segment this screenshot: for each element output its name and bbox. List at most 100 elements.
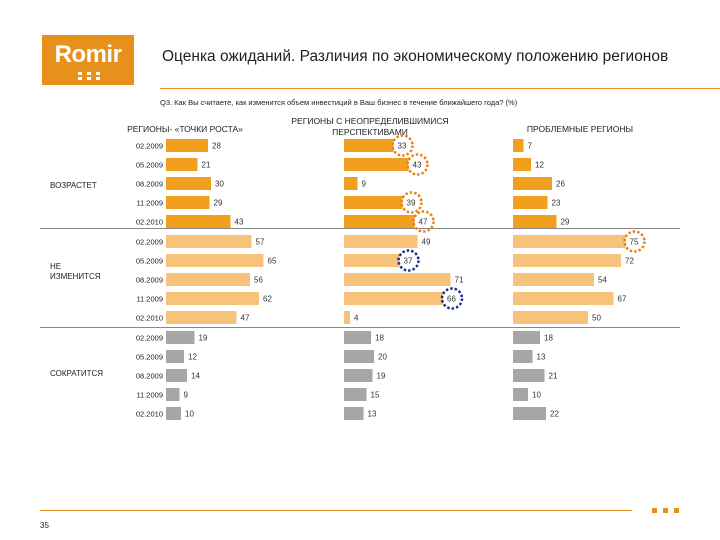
- bar: [513, 196, 548, 209]
- bar: [513, 235, 626, 248]
- data-label: 12: [188, 353, 197, 362]
- data-label: 62: [263, 295, 272, 304]
- bar: [513, 407, 546, 420]
- category-label-increase: ВОЗРАСТЕТ: [50, 181, 97, 190]
- bar: [166, 254, 264, 267]
- highlight-circle: [400, 191, 423, 214]
- data-label: 21: [202, 161, 211, 170]
- title-rule: [160, 88, 720, 89]
- data-label: 37: [404, 257, 413, 266]
- bar: [166, 235, 252, 248]
- date-label: 02.2010: [136, 218, 163, 227]
- group-header-problem: ПРОБЛЕМНЫЕ РЕГИОНЫ: [526, 124, 634, 134]
- data-label: 75: [630, 238, 639, 247]
- romir-logo: Romir: [42, 35, 134, 85]
- bar: [344, 292, 443, 305]
- data-label: 19: [199, 334, 208, 343]
- data-label: 9: [362, 180, 367, 189]
- bar: [166, 273, 250, 286]
- data-label: 18: [544, 334, 553, 343]
- bar: [344, 235, 418, 248]
- date-label: 02.2009: [136, 238, 163, 247]
- date-label: 02.2009: [136, 334, 163, 343]
- bar: [513, 350, 533, 363]
- date-label: 02.2010: [136, 314, 163, 323]
- data-label: 15: [371, 391, 380, 400]
- highlight-circle: [623, 230, 646, 253]
- category-label-decrease: СОКРАТИТСЯ: [50, 369, 104, 378]
- category-label-unchanged: НЕ ИЗМЕНИТСЯ: [50, 262, 101, 281]
- bar: [513, 369, 545, 382]
- date-label: 02.2009: [136, 142, 163, 151]
- group-header-uncertain: РЕГИОНЫ С НЕОПРЕДЕЛИВШИМИСЯ ПЕРСПЕКТИВАМ…: [291, 116, 449, 137]
- page-title: Оценка ожиданий. Различия по экономическ…: [162, 48, 669, 65]
- data-label: 56: [254, 276, 263, 285]
- data-label: 19: [377, 372, 386, 381]
- bar: [513, 311, 588, 324]
- highlight-circle: [397, 249, 420, 272]
- bar: [166, 311, 237, 324]
- bar: [166, 292, 259, 305]
- footer-dots-icon: [652, 508, 679, 513]
- data-label: 49: [422, 238, 431, 247]
- data-label: 7: [528, 142, 533, 151]
- data-label: 33: [398, 142, 407, 151]
- logo-dots-icon: [78, 72, 100, 80]
- data-label: 21: [549, 372, 558, 381]
- date-label: 08.2009: [136, 372, 163, 381]
- data-label: 22: [550, 410, 559, 419]
- data-label: 29: [561, 218, 570, 227]
- bar: [513, 292, 614, 305]
- bar: [344, 215, 415, 228]
- data-label: 66: [447, 295, 456, 304]
- section-separator-1: [40, 228, 680, 229]
- data-label: 10: [185, 410, 194, 419]
- question-text: Q3. Как Вы считаете, как изменится объем…: [160, 98, 518, 107]
- date-label: 05.2009: [136, 353, 163, 362]
- highlight-circle: [412, 210, 435, 233]
- data-label: 9: [184, 391, 189, 400]
- bar: [166, 331, 195, 344]
- bar: [166, 158, 198, 171]
- date-label: 11.2009: [136, 295, 163, 304]
- bar: [166, 388, 180, 401]
- date-label: 11.2009: [136, 199, 163, 208]
- group-header-growth: РЕГИОНЫ- «ТОЧКИ РОСТА»: [127, 124, 243, 134]
- data-label: 20: [378, 353, 387, 362]
- date-label: 02.2010: [136, 410, 163, 419]
- data-label: 12: [535, 161, 544, 170]
- bar: [513, 331, 540, 344]
- data-label: 23: [552, 199, 561, 208]
- date-label: 05.2009: [136, 257, 163, 266]
- section-separator-2: [40, 327, 680, 328]
- bar: [344, 350, 374, 363]
- date-label: 11.2009: [136, 391, 163, 400]
- data-label: 30: [215, 180, 224, 189]
- bar: [344, 273, 451, 286]
- highlight-circle: [391, 134, 414, 157]
- bar: [344, 196, 403, 209]
- data-label: 43: [235, 218, 244, 227]
- data-label: 14: [191, 372, 200, 381]
- data-label: 39: [407, 199, 416, 208]
- bar: [513, 215, 557, 228]
- bar: [166, 139, 208, 152]
- bar: [513, 388, 528, 401]
- data-label: 26: [556, 180, 565, 189]
- data-label: 54: [598, 276, 607, 285]
- bar: [166, 215, 231, 228]
- data-label: 57: [256, 238, 265, 247]
- data-label: 13: [537, 353, 546, 362]
- data-label: 43: [413, 161, 422, 170]
- data-label: 29: [214, 199, 223, 208]
- data-label: 28: [212, 142, 221, 151]
- bar: [344, 254, 400, 267]
- bar: [166, 350, 184, 363]
- bar: [166, 369, 187, 382]
- bar: [344, 369, 373, 382]
- bar: [344, 331, 371, 344]
- data-label: 71: [455, 276, 464, 285]
- footer-rule: [40, 510, 632, 511]
- page-number: 35: [40, 521, 49, 530]
